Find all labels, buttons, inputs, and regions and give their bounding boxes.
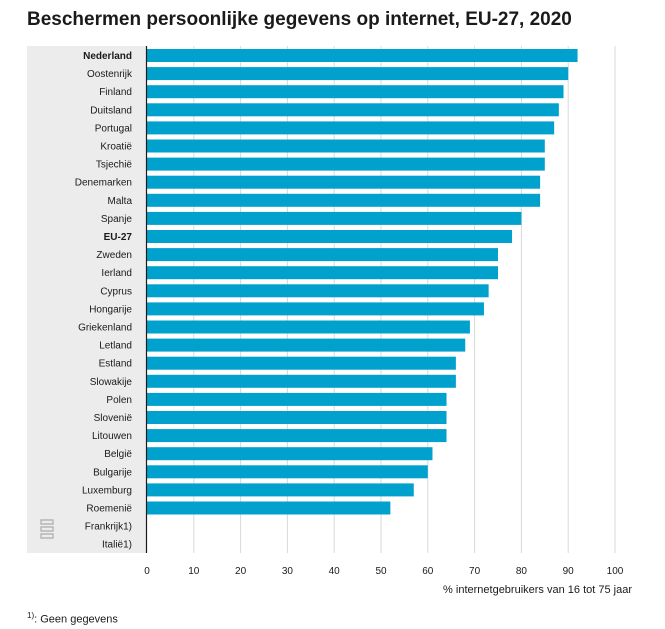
category-label: Frankrijk1) [85, 522, 132, 533]
category-label: Polen [106, 395, 132, 406]
cbs-logo [39, 515, 55, 541]
category-label: Denemarken [75, 178, 132, 189]
bar [147, 103, 559, 117]
bar [147, 121, 555, 135]
x-tick-labels: 0 10 20 30 40 50 60 70 80 90 100 [144, 566, 624, 577]
x-tick-label: 90 [563, 566, 575, 577]
x-tick-label: 30 [282, 566, 294, 577]
x-axis-label: % internetgebruikers van 16 tot 75 jaar [443, 584, 632, 596]
x-tick-label: 20 [235, 566, 247, 577]
bar [147, 302, 484, 316]
bar [147, 248, 498, 262]
category-label: Roemenië [86, 504, 132, 515]
bar [147, 465, 428, 479]
category-label: Oostenrijk [87, 69, 133, 80]
category-panel [27, 46, 147, 553]
x-tick-label: 50 [375, 566, 387, 577]
x-tick-label: 10 [188, 566, 200, 577]
x-tick-label: 100 [607, 566, 624, 577]
bar [147, 356, 456, 370]
bar [147, 429, 447, 443]
footnote-text: : Geen gegevens [34, 613, 118, 626]
bar [147, 374, 456, 388]
bar [147, 193, 541, 207]
category-label: België [104, 449, 132, 460]
category-label: Letland [99, 341, 132, 352]
bar [147, 320, 470, 334]
footnote-marker: 1) [27, 611, 35, 620]
bar [147, 139, 545, 153]
category-label: Cyprus [100, 286, 132, 297]
category-label: Slovenië [94, 413, 133, 424]
category-label: Bulgarije [93, 467, 132, 478]
category-label: Tsjechië [96, 160, 133, 171]
chart-title: Beschermen persoonlijke gegevens op inte… [27, 9, 572, 30]
bar [147, 157, 545, 171]
bar [147, 67, 569, 81]
category-label: Finland [99, 87, 132, 98]
bar [147, 230, 513, 243]
bar [147, 266, 498, 280]
category-label: EU-27 [104, 232, 133, 243]
category-label: Zweden [96, 250, 132, 261]
x-tick-label: 40 [329, 566, 341, 577]
category-label: Luxemburg [82, 485, 132, 496]
x-tick-label: 70 [469, 566, 481, 577]
bar-chart: Nederland Oostenrijk Finland Duitsland Portu… [27, 46, 632, 596]
category-label: Duitsland [90, 105, 132, 116]
category-label: Hongarije [89, 304, 132, 315]
bar [147, 338, 466, 352]
bar [147, 501, 391, 515]
category-label: Spanje [101, 214, 133, 225]
bar [147, 483, 414, 497]
x-tick-label: 60 [422, 566, 434, 577]
category-label: Italië1) [102, 540, 132, 551]
category-label: Estland [99, 359, 132, 370]
bars [147, 49, 578, 515]
category-label: Griekenland [78, 323, 132, 334]
footnote: 1): Geen gegevens [27, 611, 118, 626]
category-label: Portugal [95, 123, 132, 134]
category-label: Kroatië [100, 142, 132, 153]
category-label: Nederland [83, 51, 132, 62]
bar [147, 175, 541, 189]
bar [147, 411, 447, 424]
category-label: Ierland [101, 268, 132, 279]
bar [147, 211, 522, 225]
bar [147, 392, 447, 406]
x-tick-label: 80 [516, 566, 528, 577]
bar [147, 447, 433, 461]
bar [147, 284, 489, 298]
category-label: Litouwen [92, 431, 132, 442]
bar [147, 49, 578, 62]
category-label: Slowakije [90, 377, 133, 388]
x-tick-label: 0 [144, 566, 150, 577]
category-labels: Nederland Oostenrijk Finland Duitsland Portu… [75, 51, 133, 551]
category-label: Malta [108, 196, 133, 207]
bar [147, 85, 564, 99]
